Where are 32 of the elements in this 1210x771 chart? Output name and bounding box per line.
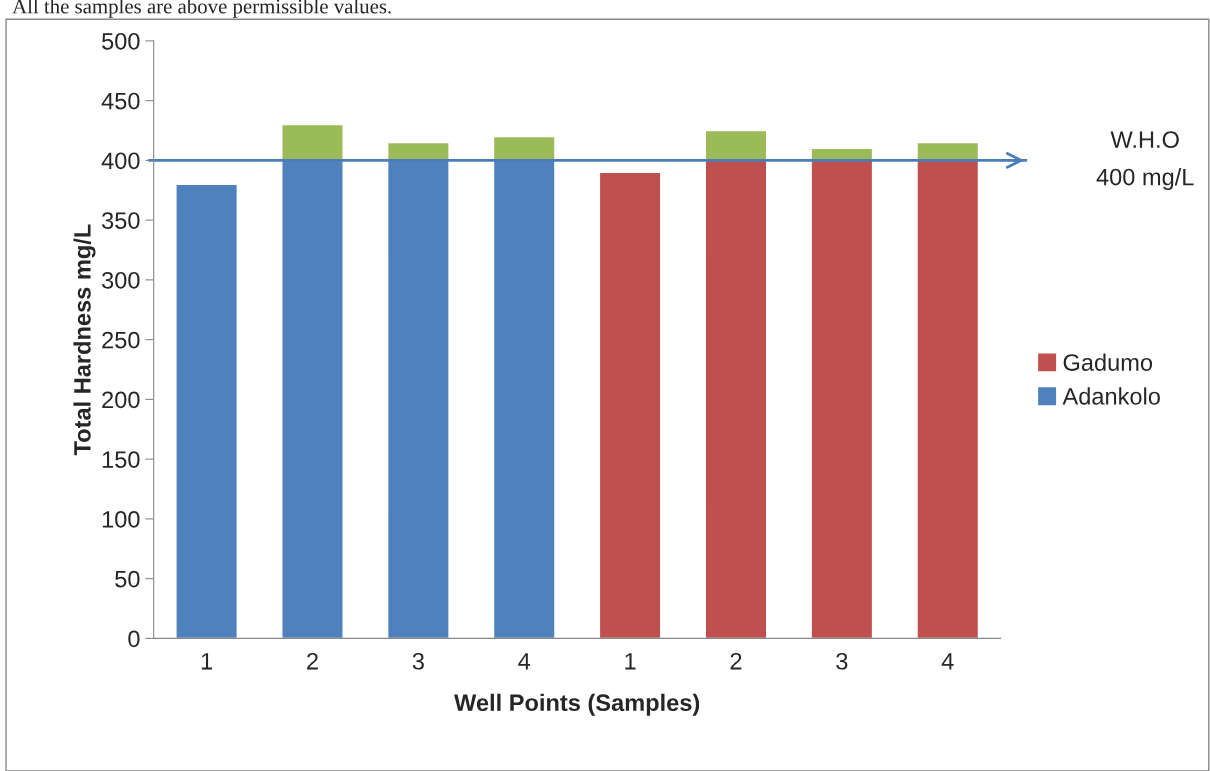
- x-tick-label: 1: [201, 653, 213, 670]
- x-axis-title: Well Points (Samples): [454, 693, 700, 716]
- x-tick-label: 3: [836, 652, 848, 670]
- x-tick-label: 2: [307, 652, 318, 670]
- y-axis-title: Total Hardness mg/L: [73, 224, 96, 456]
- x-tick-label: 2: [730, 652, 742, 670]
- bar: [704, 129, 768, 162]
- y-tick-label: 150: [102, 451, 140, 468]
- y-tick-label: 350: [101, 212, 140, 229]
- x-tick-label: 4: [518, 653, 531, 670]
- bar: [810, 159, 874, 639]
- ref-line-label: W.H.O 400 mg/L: [1096, 131, 1194, 191]
- bar: [281, 123, 344, 162]
- legend-label: Gadumo: [1063, 353, 1153, 371]
- bar: [175, 183, 239, 639]
- y-tick-label: 250: [102, 331, 140, 349]
- x-tick-label: 1: [625, 653, 636, 670]
- y-tick-label: 300: [101, 271, 140, 289]
- x-tick-label: 4: [941, 653, 954, 670]
- bar: [916, 159, 980, 639]
- y-tick-label: 100: [102, 510, 140, 528]
- y-tick-label: 50: [115, 570, 140, 588]
- x-tick-label: 3: [412, 652, 424, 670]
- bar: [704, 159, 768, 639]
- y-tick-label: 400: [101, 152, 140, 170]
- y-tick-label: 0: [128, 630, 140, 648]
- bar: [598, 171, 662, 639]
- y-tick-label: 500: [102, 32, 140, 50]
- legend-label: Adankolo: [1062, 387, 1160, 405]
- bar: [492, 135, 556, 162]
- y-tick-label: 200: [102, 391, 140, 409]
- y-tick-label: 450: [101, 92, 140, 110]
